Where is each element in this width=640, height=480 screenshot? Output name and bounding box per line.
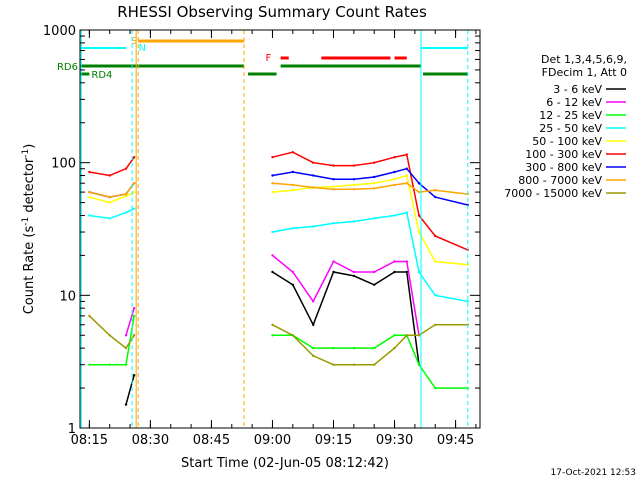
series-line bbox=[272, 211, 468, 303]
series-7000-15000-kev bbox=[88, 314, 469, 366]
series-100-300-kev bbox=[88, 151, 469, 252]
y-tick-label: 10 bbox=[59, 289, 76, 304]
series-50-100-kev bbox=[88, 174, 469, 266]
annotation-label: F bbox=[266, 53, 272, 64]
timestamp: 17-Oct-2021 12:53 bbox=[551, 468, 636, 478]
legend-header-line: Det 1,3,4,5,6,9, bbox=[541, 53, 627, 66]
series-800-7000-kev bbox=[88, 182, 469, 199]
y-axis: 1 10 100 1000 bbox=[43, 24, 480, 437]
series-line bbox=[89, 208, 135, 220]
x-tick-label: 08:15 bbox=[71, 433, 108, 448]
x-tick-label: 09:00 bbox=[254, 433, 291, 448]
x-tick-label: 08:30 bbox=[132, 433, 169, 448]
x-tick-label: 09:15 bbox=[315, 433, 352, 448]
y-tick-label: 1 bbox=[68, 422, 76, 437]
annotation-label: RD4 bbox=[91, 70, 112, 81]
legend-label: 300 - 800 keV bbox=[525, 161, 602, 174]
vertical-markers bbox=[80, 30, 469, 428]
y-axis-label-end: ) bbox=[22, 144, 37, 149]
y-tick-label: 1000 bbox=[43, 24, 76, 39]
legend-label: 6 - 12 keV bbox=[546, 96, 602, 109]
series-12-25-kev bbox=[88, 314, 469, 390]
legend-label: 100 - 300 keV bbox=[525, 148, 602, 161]
series-layer bbox=[88, 151, 469, 406]
chart-title: RHESSI Observing Summary Count Rates bbox=[117, 3, 427, 21]
series-25-50-kev bbox=[88, 207, 469, 303]
legend-label: 50 - 100 keV bbox=[532, 135, 602, 148]
series-line bbox=[272, 182, 468, 195]
series-line bbox=[272, 174, 468, 266]
legend-label: 3 - 6 keV bbox=[553, 83, 602, 96]
series-line bbox=[272, 151, 469, 251]
series-6-12-kev bbox=[124, 254, 421, 337]
y-axis-label: Count Rate (s-1 detector-1) bbox=[21, 144, 37, 315]
series-line bbox=[272, 254, 420, 336]
y-tick-label: 100 bbox=[51, 157, 76, 172]
series-line bbox=[272, 334, 468, 389]
legend: Det 1,3,4,5,6,9,FDecim 1, Att 0 3 - 6 keV… bbox=[504, 53, 627, 200]
series-line bbox=[272, 324, 468, 366]
x-tick-label: 09:30 bbox=[376, 433, 413, 448]
annotation-label: N bbox=[139, 43, 146, 54]
plot-frame bbox=[79, 29, 481, 429]
x-tick-label: 08:45 bbox=[193, 433, 230, 448]
x-tick-label: 09:45 bbox=[437, 433, 474, 448]
legend-label: 7000 - 15000 keV bbox=[504, 187, 602, 200]
status-bands: SN F RD6 RD4 bbox=[57, 36, 468, 81]
x-axis-label: Start Time (02-Jun-05 08:12:42) bbox=[181, 456, 389, 471]
series-line bbox=[125, 307, 135, 336]
y-axis-label-mid: detector bbox=[22, 157, 37, 217]
series-line bbox=[89, 182, 135, 198]
series-line bbox=[89, 191, 135, 204]
series-line bbox=[89, 156, 135, 177]
annotation-label: S bbox=[131, 36, 137, 47]
y-axis-label-main: Count Rate (s bbox=[22, 226, 37, 315]
series-line bbox=[272, 167, 468, 206]
series-line bbox=[88, 315, 135, 350]
legend-label: 12 - 25 keV bbox=[539, 109, 602, 122]
legend-label: 25 - 50 keV bbox=[539, 122, 602, 135]
y-axis-label-sup1: -1 bbox=[21, 217, 31, 226]
y-axis-label-sup2: -1 bbox=[21, 149, 31, 158]
series-line bbox=[125, 375, 135, 405]
series-3-6-kev bbox=[124, 270, 421, 406]
series-line bbox=[272, 271, 420, 365]
x-axis: 08:15 08:30 08:45 09:00 09:15 09:30 09:45 bbox=[71, 30, 477, 448]
legend-header-line: FDecim 1, Att 0 bbox=[542, 66, 627, 79]
legend-label: 800 - 7000 keV bbox=[518, 174, 602, 187]
annotation-label: RD6 bbox=[57, 62, 78, 73]
